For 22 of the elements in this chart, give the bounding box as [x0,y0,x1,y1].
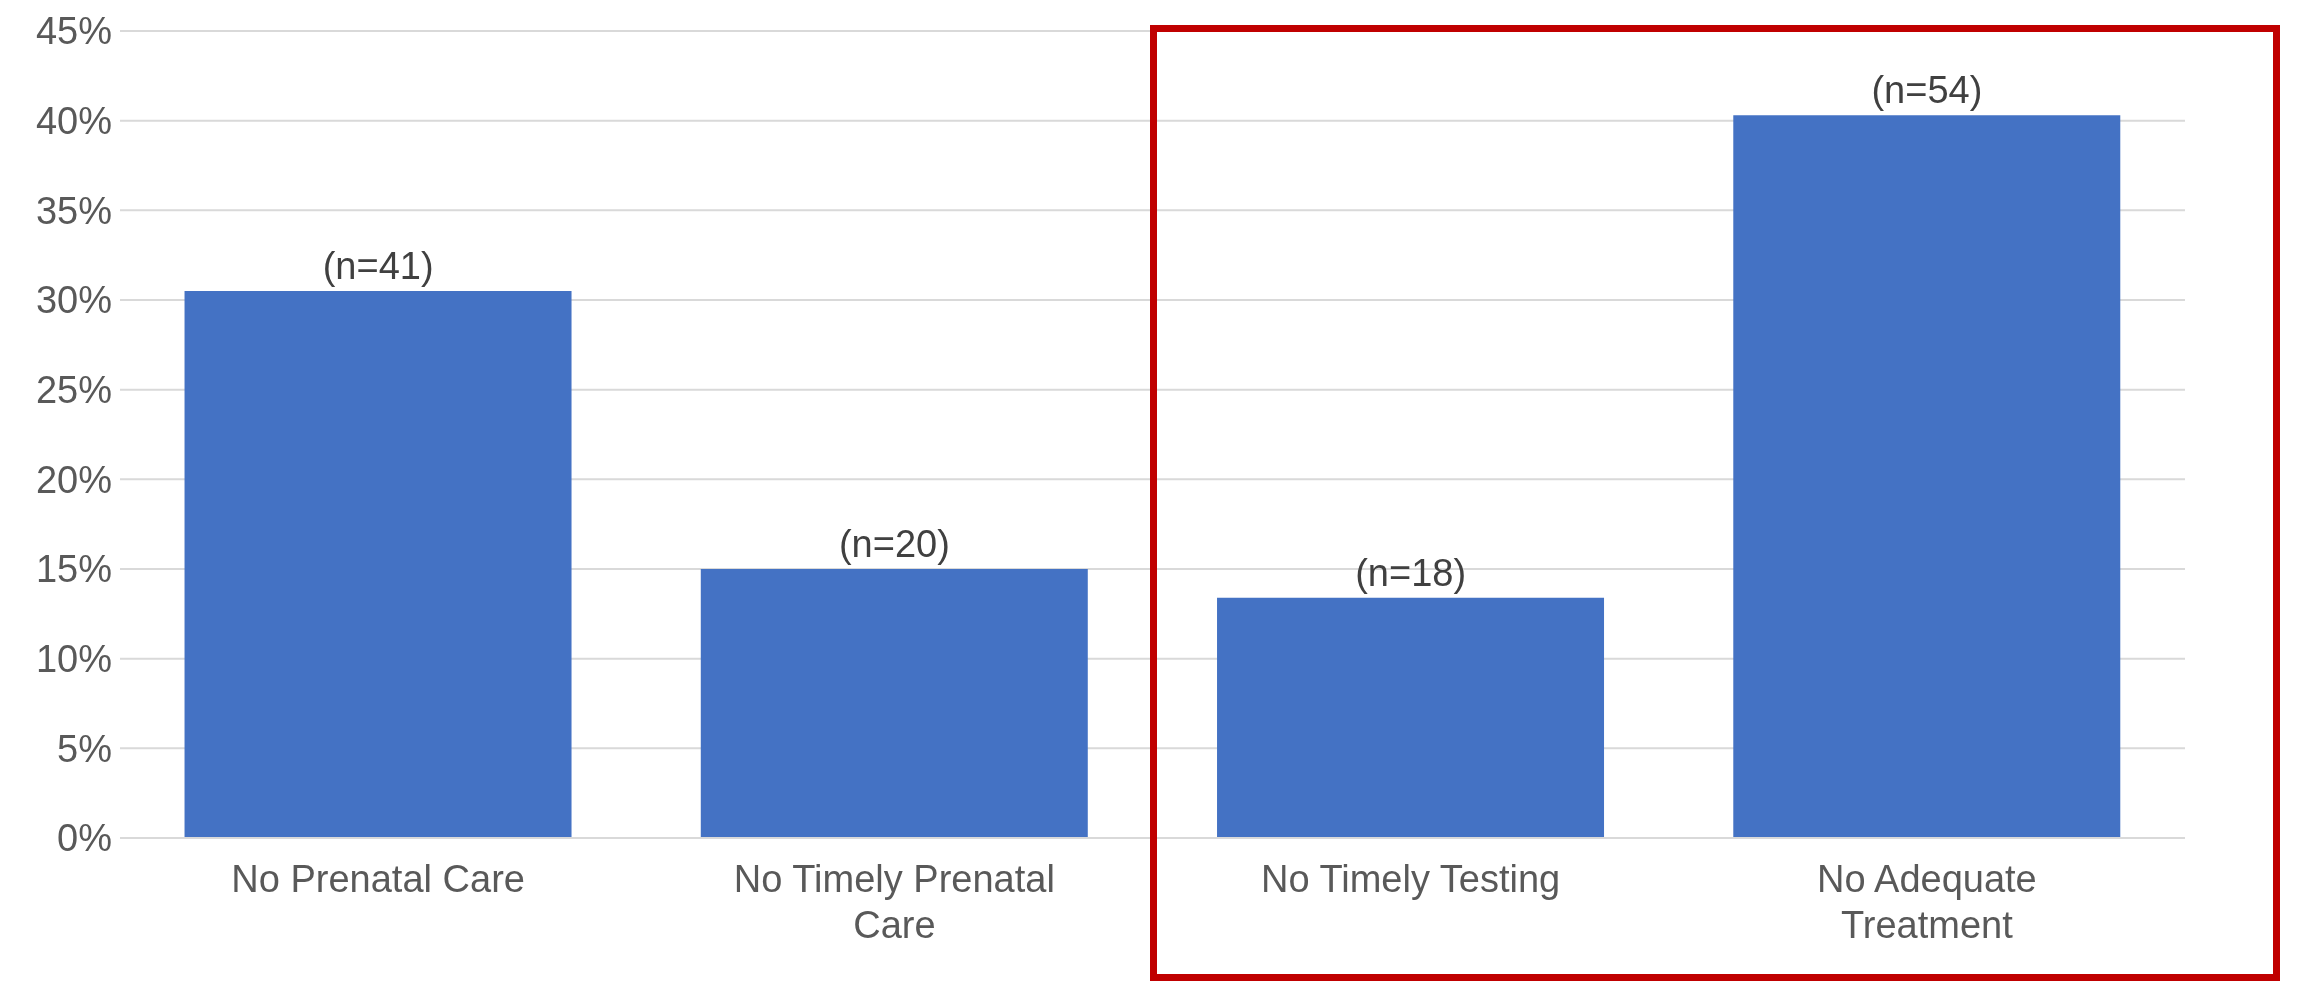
annotation: (n=41) [322,245,434,288]
y-tick-label: 25% [35,369,112,412]
y-tick-label: 20% [35,458,112,501]
x-tick-label: No Prenatal Care [231,858,525,900]
annotation: (n=54) [1871,69,1983,112]
x-tick-label: No Timely Prenatal Care [733,858,1055,946]
bar [1733,115,2121,838]
y-tick-label: 35% [35,189,112,232]
y-tick-label: 10% [35,638,112,681]
bar [184,291,572,838]
annotation: (n=18) [1355,551,1467,594]
y-tick-label: 0% [57,817,112,860]
y-tick-label: 45% [35,10,112,53]
annotation: (n=20) [838,523,950,565]
bar [1217,597,1605,838]
y-tick-label: 40% [35,100,112,143]
y-tick-label: 15% [35,548,112,591]
x-tick-label: No Adequate Treatment [1817,858,2037,946]
bar [700,569,1088,838]
y-tick-label: 5% [57,727,112,770]
y-tick-label: 30% [35,279,112,322]
x-tick-label: No Timely Testing [1261,858,1561,900]
